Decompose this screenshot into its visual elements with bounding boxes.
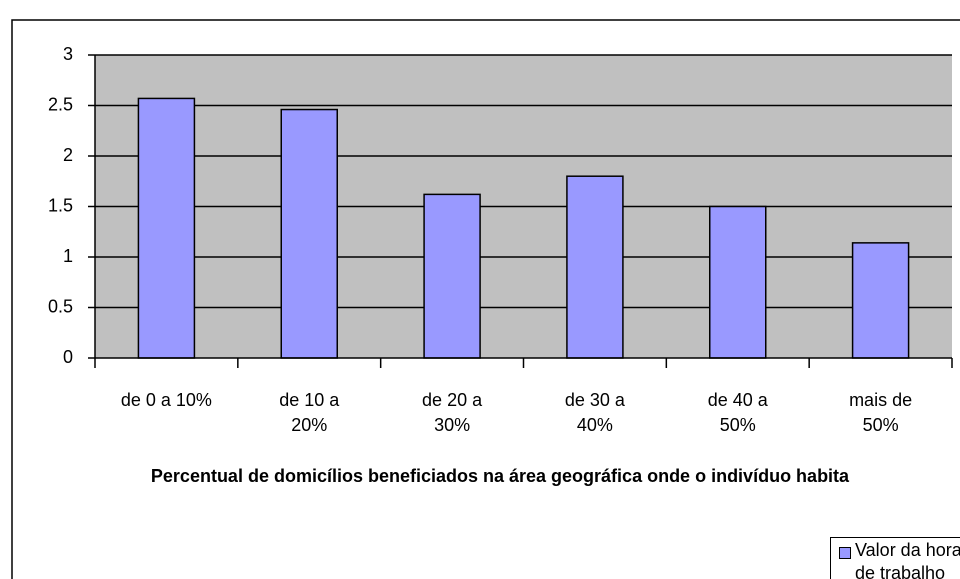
y-tick-label: 2.5 [48, 94, 73, 114]
legend-swatch [839, 547, 851, 559]
legend-label: Valor da hora de trabalho [855, 540, 960, 579]
x-tick-label: de 10 a 20% [279, 390, 340, 435]
x-tick-label: de 30 a 40% [564, 390, 625, 435]
bar [851, 242, 910, 359]
bar [280, 108, 338, 359]
x-tick-label: de 40 a 50% [707, 390, 768, 435]
x-axis-title: Percentual de domicílios beneficiados na… [150, 466, 850, 486]
x-tick-label: de 20 a 30% [422, 390, 483, 435]
y-tick-label: 1.5 [48, 195, 73, 215]
y-tick-label: 1 [63, 246, 73, 266]
x-tick-label: mais de 50% [849, 390, 913, 435]
y-tick-label: 3 [63, 44, 73, 64]
legend: Valor da hora de trabalho [830, 537, 960, 579]
y-tick-label: 0 [63, 347, 73, 367]
bar [566, 175, 624, 359]
x-tick-label: de 0 a 10% [120, 390, 212, 410]
y-tick-label: 2 [63, 145, 73, 165]
y-tick-label: 0.5 [48, 296, 73, 316]
bar [709, 205, 767, 359]
bar [137, 97, 196, 359]
bar [423, 193, 481, 359]
